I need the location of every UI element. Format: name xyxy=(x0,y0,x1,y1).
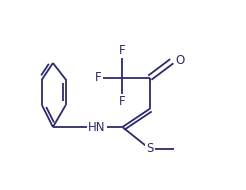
Text: O: O xyxy=(175,54,185,67)
Text: F: F xyxy=(95,71,102,84)
Text: HN: HN xyxy=(88,120,106,134)
Text: S: S xyxy=(146,142,154,155)
Text: F: F xyxy=(119,44,126,57)
Text: F: F xyxy=(119,95,126,108)
